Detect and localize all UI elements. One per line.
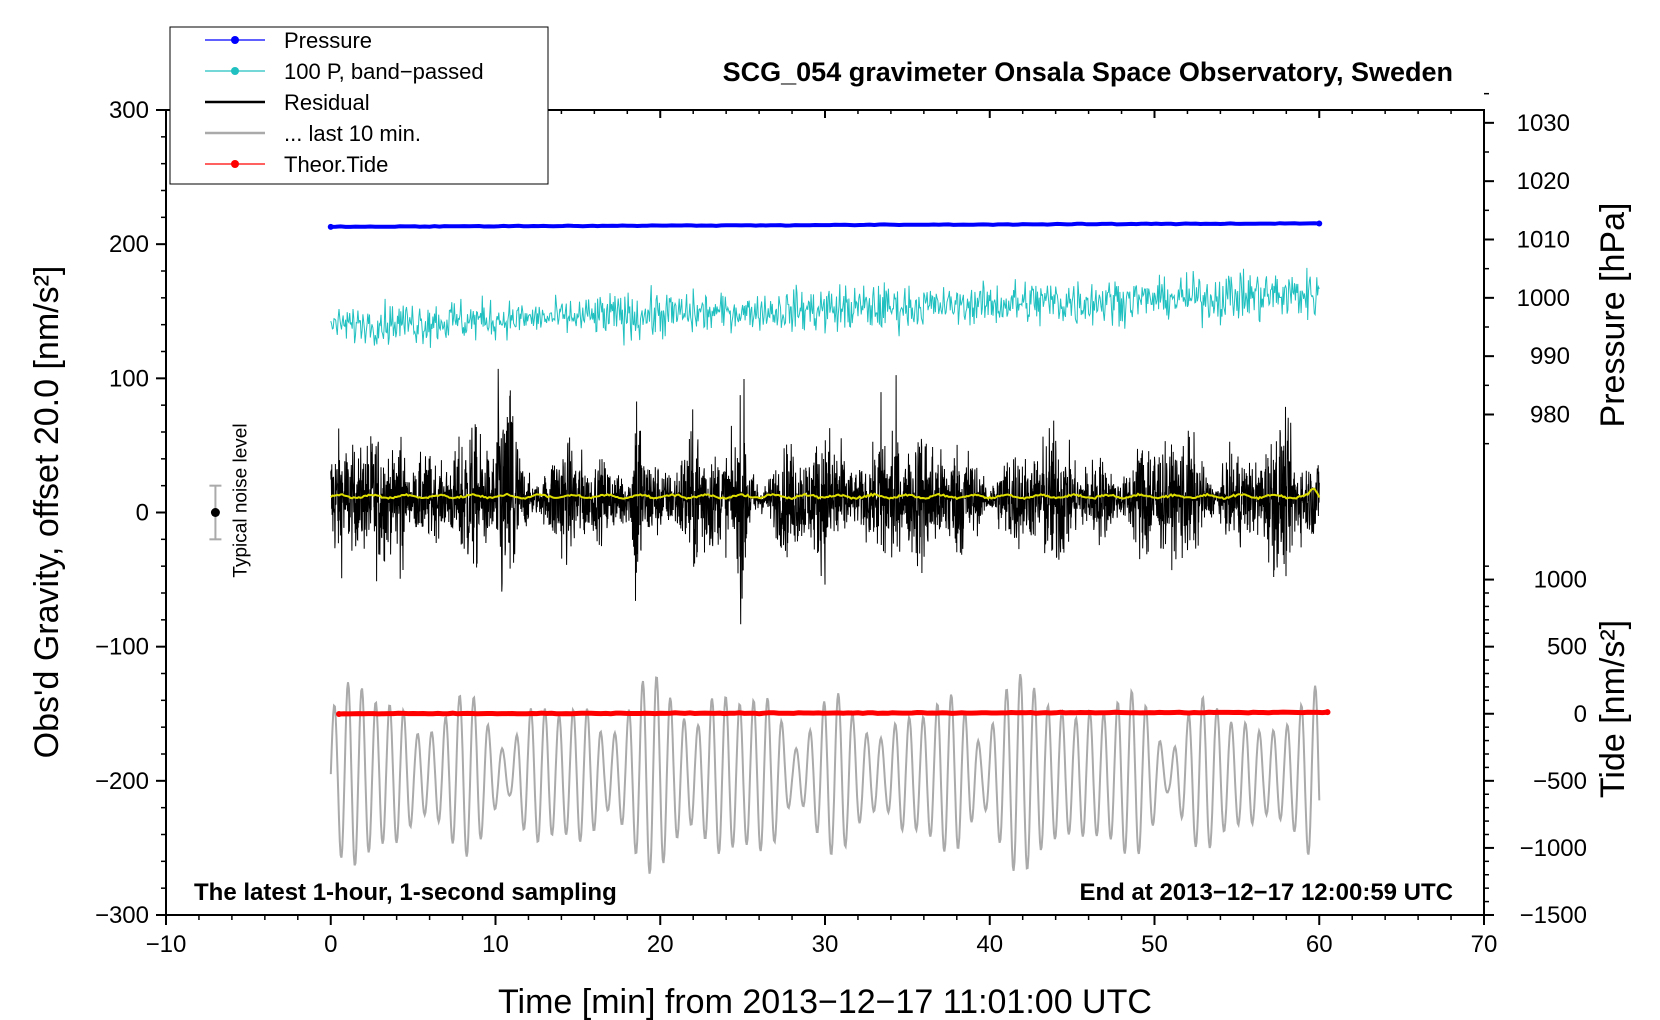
series-pressure — [330, 221, 1320, 229]
tide-tick-label: 500 — [1547, 634, 1587, 661]
y-tick-label: 0 — [136, 500, 149, 527]
series-residual-smoothed — [330, 487, 1321, 501]
legend-label: Residual — [284, 90, 370, 115]
pressure-tick-label: 1020 — [1517, 168, 1570, 195]
tide-tick-label: −1500 — [1520, 902, 1587, 929]
x-tick-label: 50 — [1141, 931, 1168, 958]
sampling-note: The latest 1-hour, 1-second sampling — [194, 879, 617, 906]
y-tick-label: 200 — [109, 231, 149, 258]
y-axis-title-left: Obs'd Gravity, offset 20.0 [nm/s²] — [28, 266, 66, 759]
legend-marker — [231, 67, 239, 75]
series-theor-tide — [338, 709, 1328, 717]
noise-level-indicator: Typical noise level — [209, 423, 251, 578]
noise-level-label: Typical noise level — [230, 423, 251, 577]
legend-items: Pressure 100 P, band−passed Residual ... la… — [205, 28, 484, 177]
x-axis-title: Time [min] from 2013−12−17 11:01:00 UTC — [498, 983, 1152, 1020]
x-tick-label: 20 — [647, 931, 674, 958]
x-tick-label: 10 — [482, 931, 509, 958]
chart-title: SCG_054 gravimeter Onsala Space Observat… — [723, 57, 1453, 87]
pressure-tick-label: 990 — [1530, 343, 1570, 370]
pressure-tick-label: 1000 — [1517, 285, 1570, 312]
series-pressure-end-dot — [1316, 220, 1323, 227]
x-tick-label: 60 — [1306, 931, 1333, 958]
series-last-10-min — [329, 674, 1321, 874]
y-tick-label: −100 — [95, 634, 149, 661]
tide-tick-label: −1000 — [1520, 835, 1587, 862]
legend-marker — [231, 36, 239, 44]
pressure-tick-label: 1030 — [1517, 110, 1570, 137]
pressure-tick-label: 980 — [1530, 402, 1570, 429]
y-tick-label: −300 — [95, 902, 149, 929]
series-theor-tide-end-dot — [1324, 709, 1331, 716]
noise-bar-center-dot — [210, 508, 220, 517]
legend-label: Theor.Tide — [284, 152, 388, 177]
y-tick-label: 300 — [109, 97, 149, 124]
end-time-note: End at 2013−12−17 12:00:59 UTC — [1079, 879, 1453, 906]
tide-tick-label: −500 — [1533, 768, 1587, 795]
x-tick-label: 30 — [812, 931, 839, 958]
y-axis-title-pressure: Pressure [hPa] — [1594, 203, 1632, 428]
series-layer — [327, 220, 1331, 874]
y-tick-label: −200 — [95, 768, 149, 795]
y-axis-title-tide: Tide [nm/s²] — [1594, 620, 1632, 798]
x-tick-label: 0 — [324, 931, 337, 958]
legend-marker — [231, 160, 239, 168]
series-pressure-bandpassed — [330, 267, 1320, 348]
legend: Pressure 100 P, band−passed Residual ... la… — [169, 26, 549, 185]
y-tick-label: 100 — [109, 365, 149, 392]
x-tick-label: −10 — [146, 931, 187, 958]
tick-layer: −10 0 10 20 30 40 50 60 70−300−200−1000100200300… — [95, 92, 1587, 958]
pressure-tick-label: 1010 — [1517, 227, 1570, 254]
x-tick-label: 40 — [976, 931, 1003, 958]
legend-box — [169, 26, 549, 185]
tide-tick-label: 0 — [1574, 701, 1587, 728]
tide-tick-label: 1000 — [1534, 567, 1587, 594]
legend-label: 100 P, band−passed — [284, 59, 484, 84]
series-residual — [330, 368, 1320, 625]
legend-label: ... last 10 min. — [284, 121, 421, 146]
series-pressure-start-dot — [327, 223, 334, 230]
legend-label: Pressure — [284, 28, 372, 53]
x-tick-label: 70 — [1471, 931, 1498, 958]
series-theor-tide-start-dot — [335, 711, 342, 718]
